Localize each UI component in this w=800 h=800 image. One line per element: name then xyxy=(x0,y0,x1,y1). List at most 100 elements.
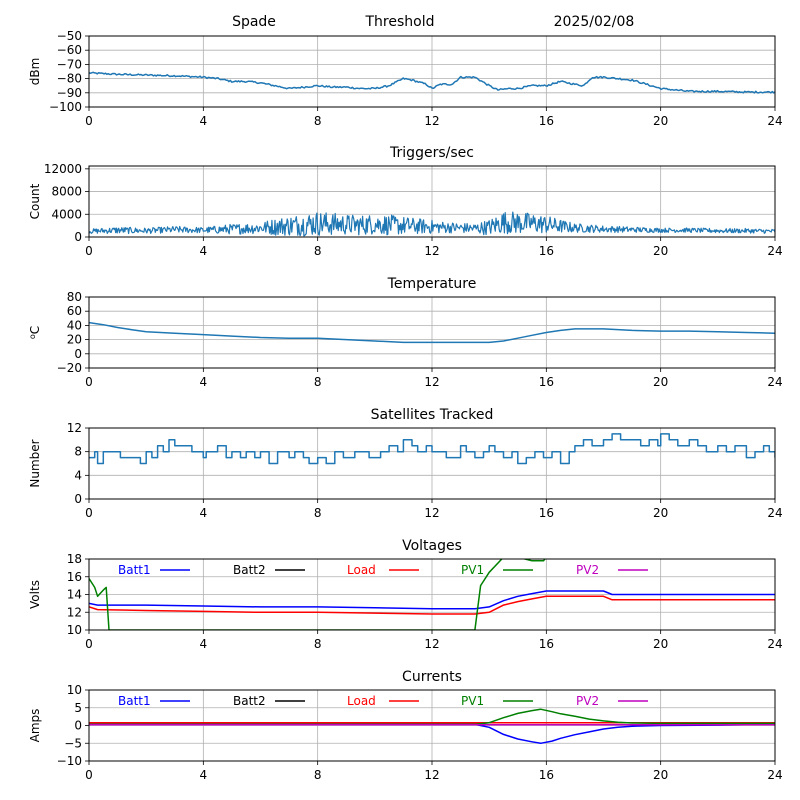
y-axis-label: oC xyxy=(28,326,42,339)
legend-label: Batt1 xyxy=(118,563,151,577)
panel-title: Currents xyxy=(402,669,462,685)
x-tick-label: 0 xyxy=(85,114,93,128)
y-tick-label: −10 xyxy=(57,754,82,768)
x-tick-label: 24 xyxy=(767,768,782,782)
series-line xyxy=(89,211,775,237)
y-axis-label: Count xyxy=(28,183,42,219)
header-mode: Threshold xyxy=(365,14,435,30)
legend-label: PV1 xyxy=(461,694,484,708)
header-station: Spade xyxy=(232,14,276,30)
y-tick-label: 10 xyxy=(67,623,82,637)
y-tick-label: 40 xyxy=(67,318,82,332)
x-tick-label: 8 xyxy=(314,768,322,782)
x-tick-label: 20 xyxy=(653,506,668,520)
y-tick-label: 4000 xyxy=(51,207,82,221)
y-tick-label: 12 xyxy=(67,421,82,435)
plot-frame xyxy=(88,35,776,108)
panel-title: Temperature xyxy=(387,276,477,292)
panel-title: Triggers/sec xyxy=(389,145,474,161)
x-tick-label: 20 xyxy=(653,244,668,258)
header-date: 2025/02/08 xyxy=(554,14,635,30)
x-tick-label: 4 xyxy=(200,244,208,258)
x-tick-label: 16 xyxy=(539,637,554,651)
legend-label: PV1 xyxy=(461,563,484,577)
legend-label: PV2 xyxy=(576,694,599,708)
x-tick-label: 16 xyxy=(539,768,554,782)
x-tick-label: 8 xyxy=(314,637,322,651)
plot-frame xyxy=(88,165,776,238)
x-tick-label: 24 xyxy=(767,506,782,520)
x-tick-label: 12 xyxy=(424,768,439,782)
x-tick-label: 8 xyxy=(314,506,322,520)
y-tick-label: 8000 xyxy=(51,185,82,199)
y-tick-label: 16 xyxy=(67,570,82,584)
y-tick-label: −20 xyxy=(57,361,82,375)
y-tick-label: 8 xyxy=(74,445,82,459)
legend-label: Load xyxy=(347,694,376,708)
y-tick-label: 0 xyxy=(74,230,82,244)
y-tick-label: −60 xyxy=(57,43,82,57)
series-line xyxy=(89,71,775,94)
panel-title: Satellites Tracked xyxy=(371,407,494,423)
x-tick-label: 12 xyxy=(424,114,439,128)
y-tick-label: −90 xyxy=(57,86,82,100)
y-tick-label: 5 xyxy=(74,701,82,715)
y-tick-label: 18 xyxy=(67,552,82,566)
x-tick-label: 20 xyxy=(653,768,668,782)
y-tick-label: 10 xyxy=(67,683,82,697)
y-axis-label: Number xyxy=(28,439,42,487)
y-tick-label: 12000 xyxy=(44,162,82,176)
series-group xyxy=(89,708,775,745)
x-tick-label: 0 xyxy=(85,506,93,520)
x-tick-label: 0 xyxy=(85,768,93,782)
x-tick-label: 0 xyxy=(85,244,93,258)
x-tick-label: 20 xyxy=(653,114,668,128)
x-tick-label: 0 xyxy=(85,637,93,651)
panel-5: Voltages Volts 0 4 8 12 16 20 24 10 12 14 16 18 Batt1 B… xyxy=(28,538,783,651)
y-tick-label: 14 xyxy=(67,588,82,602)
y-axis-label: dBm xyxy=(28,58,42,86)
y-tick-label: 4 xyxy=(74,468,82,482)
x-tick-label: 4 xyxy=(200,114,208,128)
y-tick-label: −5 xyxy=(64,736,82,750)
x-tick-label: 4 xyxy=(200,637,208,651)
series-line xyxy=(89,433,775,465)
x-tick-label: 16 xyxy=(539,244,554,258)
y-tick-label: 0 xyxy=(74,492,82,506)
plot-frame xyxy=(88,296,776,369)
series-line-batt1 xyxy=(89,590,775,610)
legend-label: Batt1 xyxy=(118,694,151,708)
legend-label: Load xyxy=(347,563,376,577)
series-group xyxy=(89,321,775,344)
plot-frame xyxy=(88,427,776,500)
x-tick-label: 8 xyxy=(314,114,322,128)
y-tick-label: −70 xyxy=(57,57,82,71)
panel-1: dBm 0 4 8 12 16 20 24 −100−90−80−70−60−50 xyxy=(28,29,783,128)
x-tick-label: 4 xyxy=(200,375,208,389)
series-line-pv1 xyxy=(89,559,546,630)
y-tick-label: 0 xyxy=(74,347,82,361)
y-tick-label: 0 xyxy=(74,719,82,733)
series-group xyxy=(89,433,775,465)
x-tick-label: 24 xyxy=(767,375,782,389)
x-tick-label: 12 xyxy=(424,637,439,651)
x-tick-label: 16 xyxy=(539,375,554,389)
x-tick-label: 24 xyxy=(767,637,782,651)
x-tick-label: 20 xyxy=(653,375,668,389)
x-tick-label: 24 xyxy=(767,244,782,258)
x-tick-label: 8 xyxy=(314,375,322,389)
y-axis-label: Amps xyxy=(28,709,42,743)
x-tick-label: 16 xyxy=(539,506,554,520)
series-group xyxy=(89,559,775,630)
y-tick-label: −100 xyxy=(49,100,82,114)
plot-frame xyxy=(88,558,776,631)
x-tick-label: 20 xyxy=(653,637,668,651)
panel-title: Voltages xyxy=(402,538,462,554)
y-tick-label: 20 xyxy=(67,333,82,347)
plot-frame xyxy=(88,689,776,762)
legend-label: Batt2 xyxy=(233,694,266,708)
x-tick-label: 12 xyxy=(424,375,439,389)
x-tick-label: 12 xyxy=(424,506,439,520)
